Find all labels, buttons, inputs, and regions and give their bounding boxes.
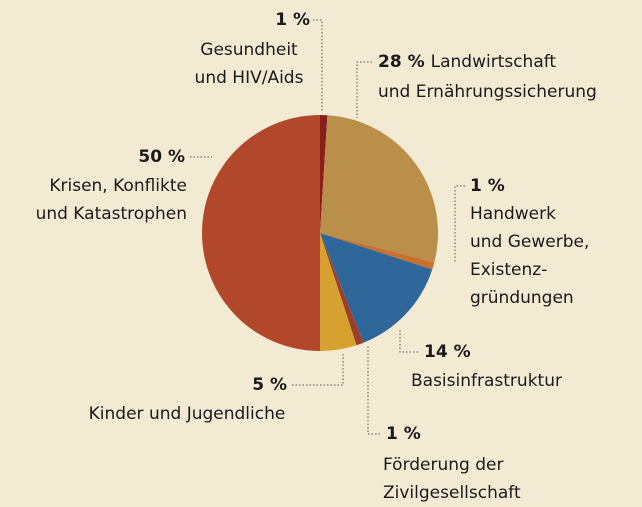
category-label: gründungen bbox=[470, 288, 574, 308]
category-label: Handwerk bbox=[470, 204, 556, 224]
category-label: und HIV/Aids bbox=[195, 68, 304, 88]
leader-line bbox=[454, 185, 465, 262]
value-label: 5 % bbox=[252, 375, 287, 395]
category-label: Landwirtschaft bbox=[431, 52, 557, 72]
pie-slice bbox=[320, 233, 364, 346]
pie-slice bbox=[320, 115, 328, 233]
leader-line bbox=[399, 330, 418, 353]
category-label: Förderung der bbox=[383, 455, 504, 475]
value-label: 1 % bbox=[275, 10, 310, 30]
pie-slice bbox=[320, 233, 433, 343]
category-label: und Katastrophen bbox=[36, 204, 187, 224]
pie-slice bbox=[320, 115, 438, 263]
value-label: 50 % bbox=[138, 147, 185, 167]
category-label: Basisinfrastruktur bbox=[411, 371, 562, 391]
value-label: 1 % bbox=[386, 424, 421, 444]
leader-line bbox=[292, 352, 344, 386]
leader-line bbox=[313, 19, 323, 112]
category-label: und Ernährungssicherung bbox=[378, 82, 597, 102]
leader-line bbox=[367, 345, 380, 435]
pie-slice bbox=[320, 233, 357, 351]
category-label: Kinder und Jugendliche bbox=[89, 404, 286, 424]
category-label: Krisen, Konflikte bbox=[49, 176, 187, 196]
category-label: und Gewerbe, bbox=[470, 232, 589, 252]
value-label: 1 % bbox=[470, 176, 505, 196]
category-label: Existenz- bbox=[470, 260, 547, 280]
category-label: Gesundheit bbox=[200, 40, 298, 60]
pie-slice bbox=[202, 115, 320, 351]
category-label: Zivilgesellschaft bbox=[383, 483, 521, 503]
pie-slice bbox=[320, 233, 435, 270]
value-label: 14 % bbox=[424, 342, 471, 362]
value-label: 28 % bbox=[378, 52, 425, 72]
leader-line bbox=[356, 61, 372, 118]
